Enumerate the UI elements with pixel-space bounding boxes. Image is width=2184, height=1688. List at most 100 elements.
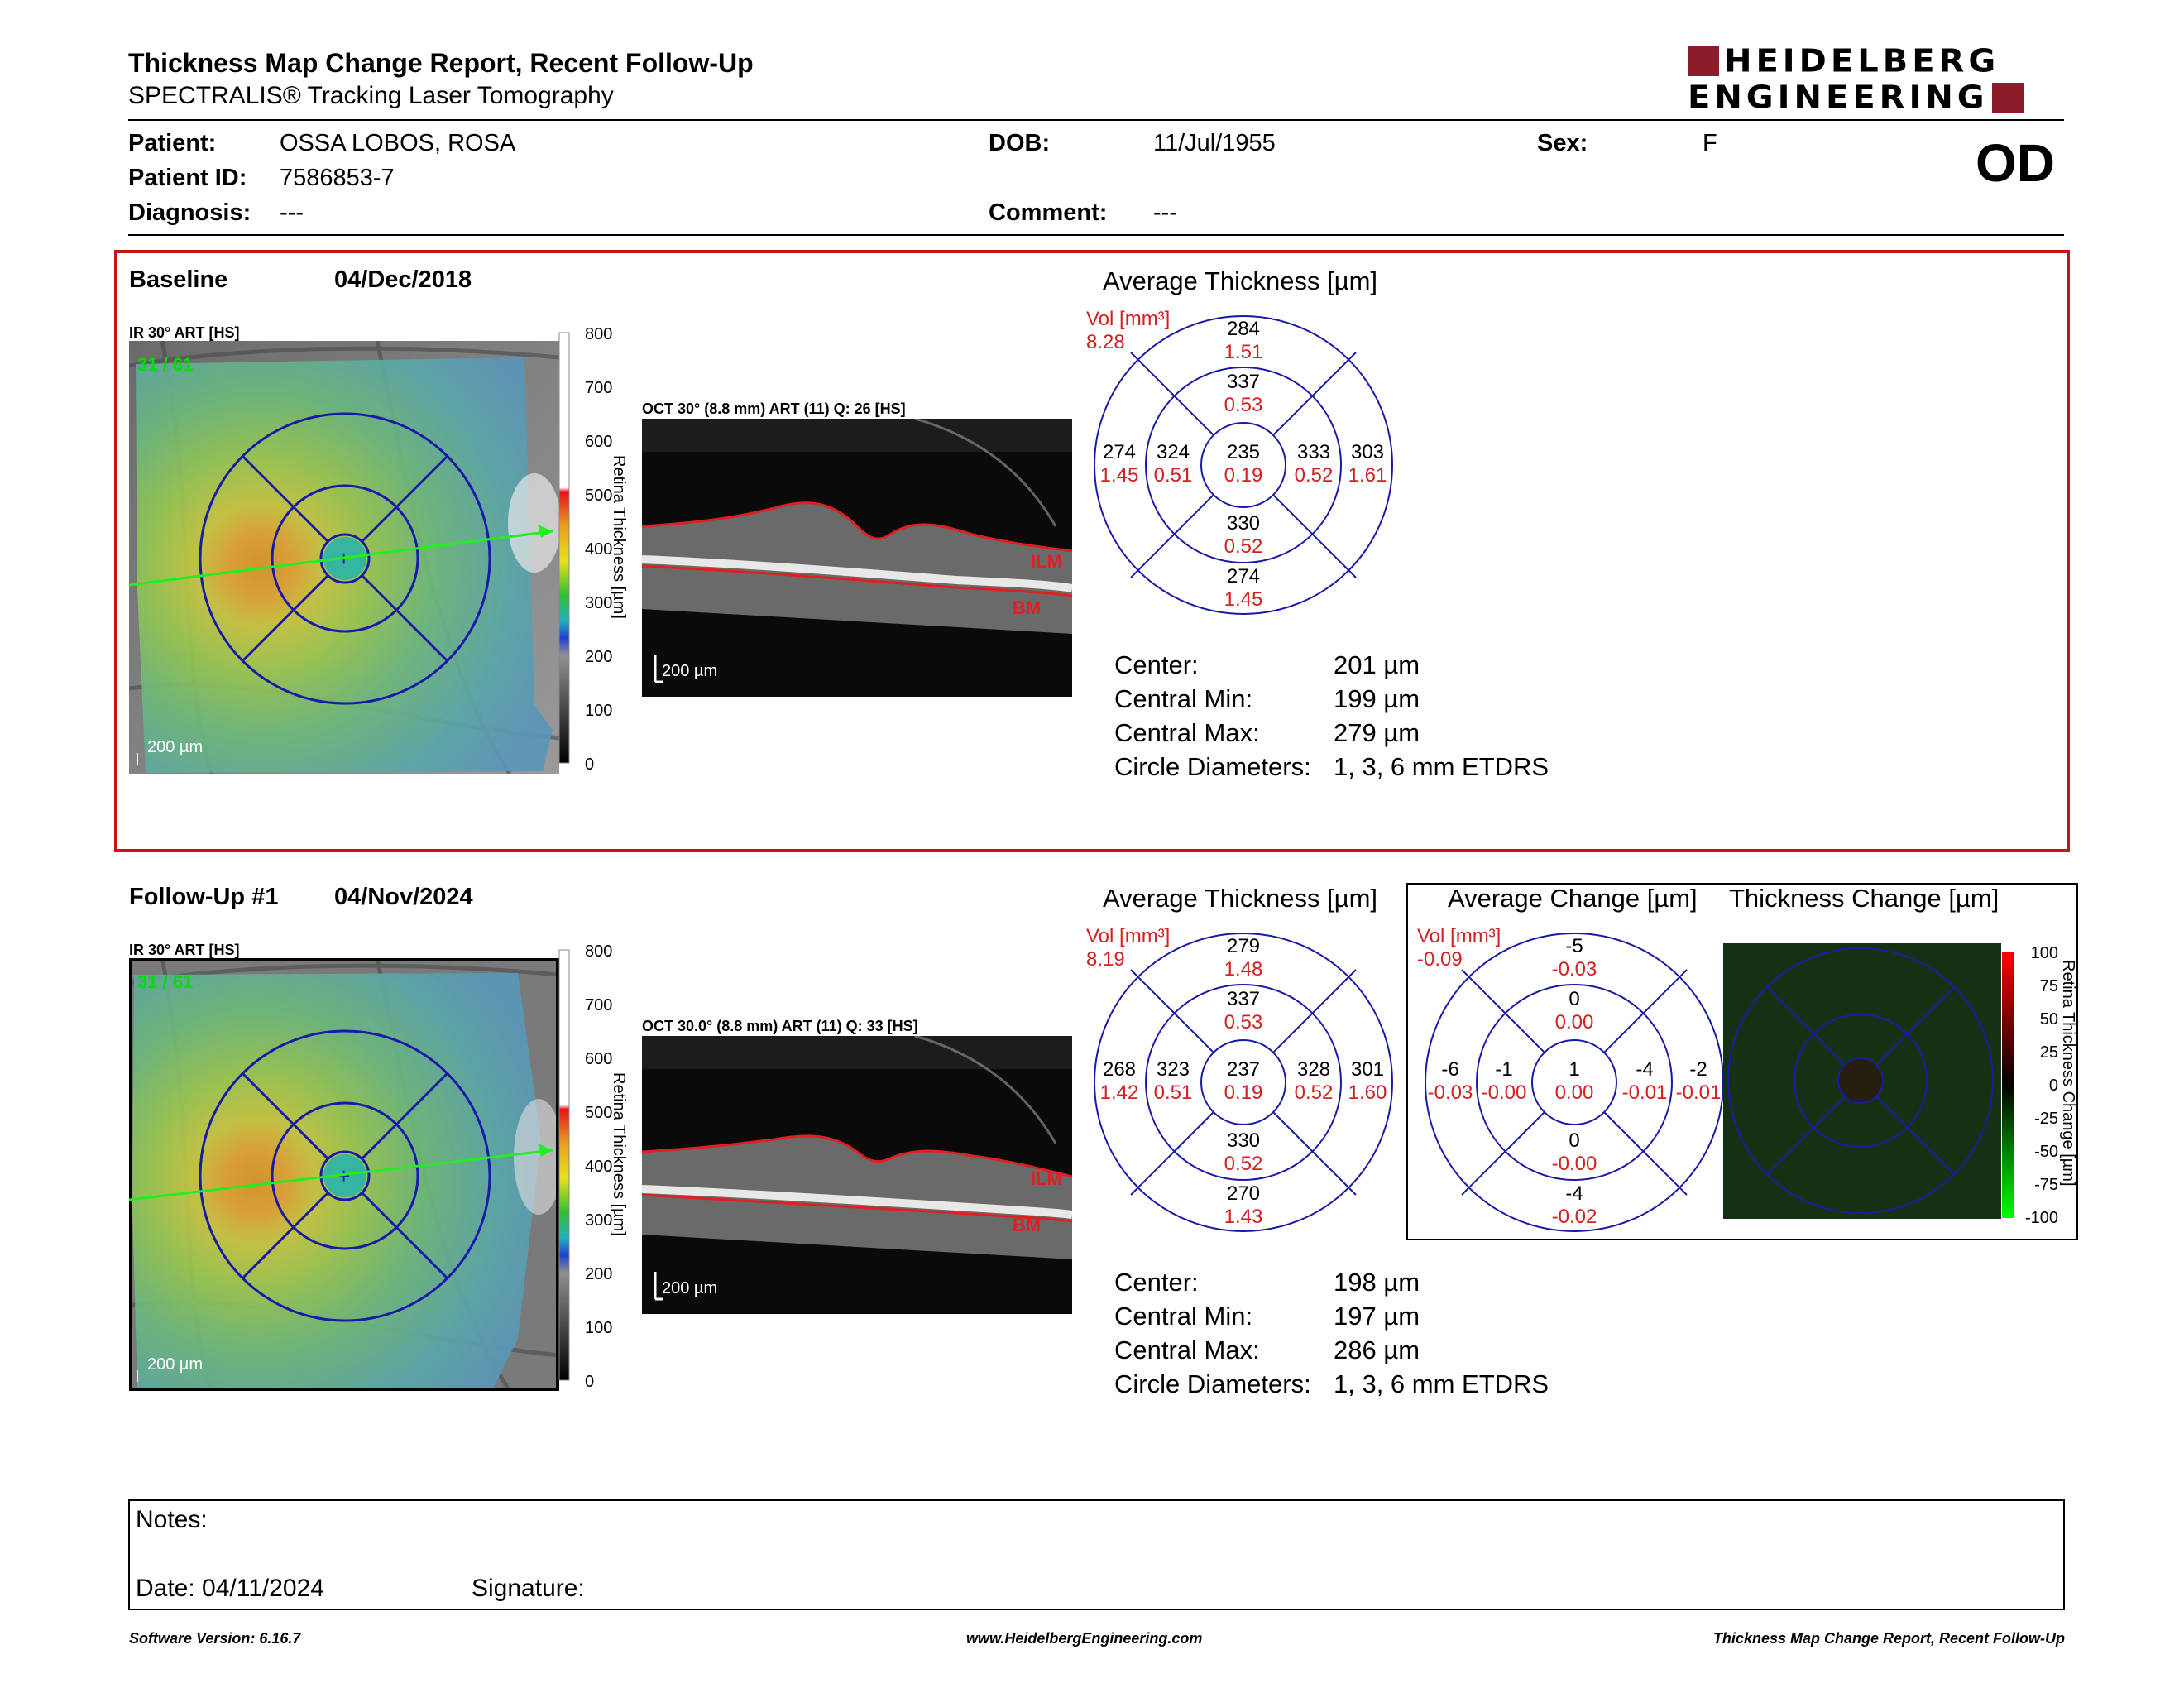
ilm-marker: ILM [1031, 1168, 1062, 1189]
inner-superior-value: 337 [1227, 371, 1260, 393]
comment-value: --- [1153, 199, 1177, 226]
notes-box[interactable] [128, 1499, 2065, 1610]
logo-text-line1: HEIDELBERG [1724, 43, 2000, 79]
oct-scale-text: 200 µm [662, 662, 717, 680]
oct-scale-text: 200 µm [662, 1279, 717, 1297]
inner-inferior-vol-change: -0.00 [1552, 1153, 1597, 1175]
center-value: 235 [1227, 441, 1260, 463]
outer-temporal-change: -6 [1441, 1058, 1458, 1081]
change-tick-50: 50 [2040, 1010, 2058, 1029]
colorbar-axis-label: Retina Thickness [µm] [610, 1072, 628, 1236]
comment-label: Comment: [989, 199, 1108, 226]
inner-nasal-value: 333 [1297, 441, 1330, 463]
inner-temporal-value: 323 [1157, 1058, 1190, 1081]
diagnosis-label: Diagnosis: [128, 199, 251, 226]
baseline-oct-label: OCT 30° (8.8 mm) ART (11) Q: 26 [HS] [642, 400, 906, 417]
ilm-marker: ILM [1031, 551, 1062, 572]
outer-temporal-value: 274 [1103, 441, 1136, 463]
change-tick-100: 100 [2031, 944, 2058, 962]
report-title: Thickness Map Change Report, Recent Foll… [128, 48, 754, 78]
tick-200: 200 [585, 648, 612, 666]
inner-inferior-change: 0 [1569, 1129, 1579, 1152]
inner-temporal-volume: 0.51 [1154, 464, 1193, 487]
tick-400: 400 [585, 540, 612, 559]
change-tick-neg100: -100 [2025, 1209, 2058, 1227]
followup-cmax-value: 286 µm [1334, 1336, 1420, 1364]
patient-name: OSSA LOBOS, ROSA [280, 130, 516, 156]
inner-superior-volume: 0.53 [1224, 1011, 1263, 1033]
outer-superior-value: 279 [1227, 935, 1260, 957]
etdrs-circles [1425, 933, 1724, 1232]
baseline-cmin-label: Central Min: [1114, 684, 1253, 713]
followup-thickness-colorbar: 800 700 600 500 400 300 200 100 0 Retina… [558, 942, 628, 1391]
logo-text-line2: ENGINEERING [1688, 79, 1989, 116]
footer-software-version: Software Version: 6.16.7 [129, 1630, 301, 1647]
change-colorbar-gradient [2002, 952, 2014, 1218]
signature-label: Signature: [472, 1575, 585, 1602]
outer-superior-vol-change: -0.03 [1552, 958, 1597, 981]
followup-date: 04/Nov/2024 [334, 884, 473, 910]
baseline-circ-label: Circle Diameters: [1114, 752, 1311, 781]
outer-superior-value: 284 [1227, 318, 1260, 340]
rpe-layer [642, 555, 1072, 592]
center-volume: 0.19 [1224, 464, 1263, 487]
change-map-fovea [1839, 1059, 1882, 1102]
baseline-center-value: 201 µm [1334, 650, 1420, 679]
outer-inferior-value: 274 [1227, 565, 1260, 587]
patient-label: Patient: [128, 130, 217, 156]
change-tick-neg50: -50 [2034, 1143, 2058, 1161]
outer-inferior-vol-change: -0.02 [1552, 1206, 1597, 1228]
tick-700: 700 [585, 996, 612, 1014]
ir-frame-counter: 31 / 61 [137, 971, 193, 992]
sex-value: F [1703, 130, 1717, 156]
tick-700: 700 [585, 379, 612, 397]
followup-circ-value: 1, 3, 6 mm ETDRS [1334, 1369, 1549, 1398]
scan-line [129, 1149, 553, 1201]
baseline-circ-value: 1, 3, 6 mm ETDRS [1334, 752, 1549, 781]
followup-label: Follow-Up #1 [129, 884, 279, 910]
report-subtitle: SPECTRALIS® Tracking Laser Tomography [128, 82, 614, 109]
optic-disc [508, 473, 559, 573]
tick-800: 800 [585, 325, 612, 343]
colorbar-ticks: 800 700 600 500 400 300 200 100 0 [585, 942, 612, 1391]
outer-temporal-volume: 1.45 [1100, 464, 1139, 487]
followup-etdrs-grid: 279 1.48 337 0.53 237 0.19 323 0.51 328 … [1094, 933, 1393, 1232]
center-change: 1 [1569, 1058, 1579, 1081]
diagnosis-value: --- [280, 199, 304, 226]
inner-superior-change: 0 [1569, 988, 1579, 1010]
outer-superior-change: -5 [1565, 935, 1583, 957]
footer-website-link[interactable]: www.HeidelbergEngineering.com [966, 1630, 1203, 1647]
baseline-frame [114, 250, 2070, 852]
tick-0: 0 [585, 1373, 594, 1391]
baseline-cmin-value: 199 µm [1334, 684, 1420, 713]
outer-nasal-volume: 1.61 [1348, 464, 1387, 487]
heidelberg-logo: HEIDELBERG [1688, 43, 2000, 79]
baseline-cmax-label: Central Max: [1114, 718, 1260, 747]
colorbar-axis-label: Retina Thickness [µm] [610, 455, 628, 619]
change-colorbar-axis-label: Retina Thickness Change [µm] [2059, 960, 2077, 1187]
inner-temporal-vol-change: -0.00 [1482, 1081, 1527, 1104]
inner-temporal-volume: 0.51 [1154, 1081, 1193, 1104]
bm-line [642, 1193, 1072, 1223]
etdrs-circles [1094, 933, 1393, 1232]
scan-arrow-icon [538, 525, 553, 538]
baseline-date: 04/Dec/2018 [334, 266, 472, 293]
thickness-change-title: Thickness Change [µm] [1729, 884, 2000, 913]
outer-nasal-volume: 1.60 [1348, 1081, 1387, 1104]
inner-inferior-volume: 0.52 [1224, 1153, 1263, 1175]
outer-superior-volume: 1.51 [1224, 341, 1263, 363]
baseline-etdrs-grid: 284 1.51 337 0.53 235 0.19 324 0.51 333 … [1094, 315, 1393, 615]
tick-500: 500 [585, 1104, 612, 1122]
baseline-thickness-colorbar: 800 700 600 500 400 300 200 100 0 Retina… [558, 325, 628, 774]
followup-vol-total: 8.19 [1086, 948, 1125, 971]
optic-disc [514, 1099, 559, 1215]
ir-scale-text: 200 µm [147, 1355, 203, 1374]
heidelberg-logo-line2: ENGINEERING [1688, 79, 2024, 116]
tick-100: 100 [585, 1319, 612, 1337]
bm-marker: BM [1013, 597, 1041, 618]
baseline-center-label: Center: [1114, 650, 1199, 679]
outer-nasal-value: 301 [1351, 1058, 1384, 1081]
change-tick-25: 25 [2040, 1043, 2058, 1062]
baseline-cmax-value: 279 µm [1334, 718, 1420, 747]
inner-superior-vol-change: 0.00 [1555, 1011, 1594, 1033]
